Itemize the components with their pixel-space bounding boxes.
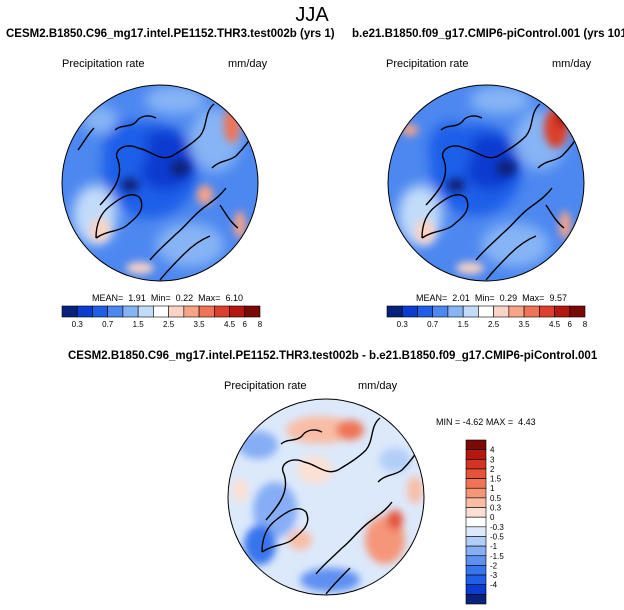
panel-3-colorbar-swatch xyxy=(465,458,487,470)
panel-1-colorbar-swatch xyxy=(153,305,169,318)
panel-1-colorbar-tick-label: 8 xyxy=(258,320,263,329)
panel-3-colorbar-tick-label: 4 xyxy=(490,446,495,455)
panel-1-units: mm/day xyxy=(228,58,268,70)
panel-1-colorbar-tick-label: 2.5 xyxy=(163,320,175,329)
panel-3-colorbar-swatch xyxy=(465,478,487,489)
panel-2-colorbar-tick-label: 8 xyxy=(583,320,588,329)
panel-3-colorbar-tick-label: 0.5 xyxy=(490,494,502,503)
panel-3-colorbar-swatch xyxy=(465,526,487,537)
panel-3-colorbar-tick-label: 1 xyxy=(490,484,495,493)
panel-2-variable: Precipitation rate xyxy=(386,58,469,70)
panel-3-colorbar-swatch xyxy=(465,449,487,460)
panel-2-colorbar-swatch xyxy=(508,305,525,318)
panel-1-colorbar-swatch xyxy=(229,305,246,318)
panel-1-colorbar-swatch xyxy=(107,305,124,318)
panel-1-colorbar-tick-label: 4.5 xyxy=(224,320,236,329)
panel-1-variable: Precipitation rate xyxy=(62,58,145,70)
panel-2-colorbar-tick-label: 3.5 xyxy=(519,320,531,329)
panel-1-polar-map xyxy=(61,84,259,282)
panel-3-colorbar-tick-label: -3 xyxy=(490,571,498,580)
panel-3-colorbar-tick-label: 0 xyxy=(490,513,495,522)
panel-1-colorbar-swatch xyxy=(61,305,78,318)
panel-2-colorbar-swatch xyxy=(539,305,555,318)
panel-3-colorbar-swatch xyxy=(465,545,487,557)
panel-3-colorbar-tick-label: -4 xyxy=(490,581,498,590)
panel-3-units: mm/day xyxy=(358,380,398,392)
panel-2-colorbar: 0.3 0.7 1.5 2.5 3.5 4.5 6 8 xyxy=(386,305,588,329)
panel-3-colorbar-tick-label: 0.3 xyxy=(490,504,502,513)
panel-3-colorbar-tick-label: -2 xyxy=(490,561,498,570)
panel-3-colorbar-tick-label: 3 xyxy=(490,455,495,464)
panel-1-colorbar-swatch xyxy=(168,305,185,318)
panel-2-colorbar-swatch xyxy=(462,305,479,318)
panel-2-colorbar-swatch xyxy=(569,305,586,318)
panel-2-colorbar-swatch xyxy=(386,305,403,318)
panel-3-colorbar-tick-label: 1.5 xyxy=(490,475,502,484)
panel-2-colorbar-tick-label: 2.5 xyxy=(488,320,500,329)
panel-2-colorbar-swatch xyxy=(447,305,464,318)
panel-3-colorbar-swatch xyxy=(465,468,487,479)
panel-1-colorbar-tick-label: 0.7 xyxy=(102,320,114,329)
panel-3-colorbar-swatch xyxy=(465,507,487,518)
panel-2-title: b.e21.B1850.f09_g17.CMIP6-piControl.001 … xyxy=(352,28,624,40)
panel-1-colorbar-swatch xyxy=(244,305,261,318)
panel-1-colorbar-tick-label: 6 xyxy=(243,320,248,329)
panel-3-colorbar-swatch xyxy=(465,584,487,595)
panel-3-colorbar-swatch xyxy=(465,574,487,586)
panel-1-colorbar-tick-label: 3.5 xyxy=(194,320,206,329)
panel-3-colorbar-swatch xyxy=(465,536,487,547)
panel-3-colorbar-tick-label: -1 xyxy=(490,542,498,551)
panel-1-title: CESM2.B1850.C96_mg17.intel.PE1152.THR3.t… xyxy=(6,28,335,40)
panel-1-colorbar-swatch xyxy=(214,305,230,318)
panel-2-colorbar-tick-label: 6 xyxy=(568,320,573,329)
panel-1-colorbar-swatch xyxy=(137,305,154,318)
panel-3-colorbar-tick-label: -1.5 xyxy=(490,552,504,561)
panel-2-colorbar-tick-label: 4.5 xyxy=(549,320,561,329)
panel-3-colorbar-swatch xyxy=(465,439,487,450)
panel-3-colorbar-swatch xyxy=(465,555,487,566)
panel-3-colorbar-swatch xyxy=(465,516,487,528)
panel-1-colorbar-swatch xyxy=(198,305,215,318)
panel-1-mean-stat: MEAN= 1.91 Min= 0.22 Max= 6.10 xyxy=(92,293,243,303)
panel-1-colorbar-tick-label: 0.3 xyxy=(72,320,84,329)
panel-1-colorbar-swatch xyxy=(92,305,108,318)
panel-3-title: CESM2.B1850.C96_mg17.intel.PE1152.THR3.t… xyxy=(68,350,598,362)
panel-1-colorbar-swatch xyxy=(183,305,200,318)
panel-3-colorbar-swatch xyxy=(465,487,487,499)
panel-2-colorbar-swatch xyxy=(432,305,449,318)
panel-3-colorbar-tick-label: -0.3 xyxy=(490,523,504,532)
panel-3-colorbar-swatch xyxy=(465,594,487,605)
panel-2-colorbar-swatch xyxy=(523,305,540,318)
panel-1-colorbar-swatch xyxy=(76,305,93,318)
panel-1-colorbar-tick-label: 1.5 xyxy=(133,320,145,329)
panel-2-colorbar-swatch xyxy=(417,305,433,318)
panel-1-colorbar: 0.3 0.7 1.5 2.5 3.5 4.5 6 8 xyxy=(61,305,263,329)
panel-2-polar-map xyxy=(387,84,585,282)
panel-3-polar-map xyxy=(227,398,425,596)
panel-2-colorbar-tick-label: 1.5 xyxy=(458,320,470,329)
figure-title: JJA xyxy=(295,4,329,26)
panel-2-colorbar-swatch xyxy=(401,305,418,318)
panel-2-colorbar-swatch xyxy=(554,305,571,318)
panel-1-colorbar-swatch xyxy=(122,305,139,318)
panel-2-colorbar-swatch xyxy=(478,305,494,318)
panel-3-minmax-stat: MIN = -4.62 MAX = 4.43 xyxy=(436,417,536,427)
panel-3-colorbar-tick-label: -0.5 xyxy=(490,532,504,541)
panel-2-colorbar-tick-label: 0.7 xyxy=(427,320,439,329)
panel-3-variable: Precipitation rate xyxy=(224,380,307,392)
panel-2-colorbar-swatch xyxy=(493,305,510,318)
panel-3-colorbar-tick-label: 2 xyxy=(490,465,495,474)
panel-3-colorbar-swatch xyxy=(465,565,487,576)
panel-2-units: mm/day xyxy=(552,58,592,70)
panel-3-colorbar-swatch xyxy=(465,497,487,508)
panel-2-mean-stat: MEAN= 2.01 Min= 0.29 Max= 9.57 xyxy=(416,293,567,303)
panel-2-colorbar-tick-label: 0.3 xyxy=(397,320,409,329)
